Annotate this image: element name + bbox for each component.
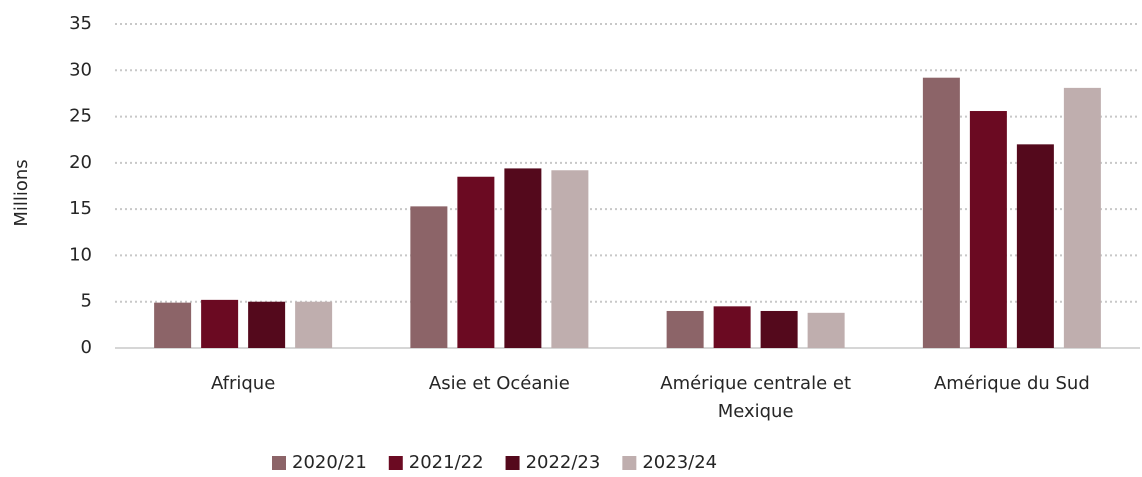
bar <box>201 299 239 348</box>
y-tick-label: 35 <box>69 13 92 34</box>
bar <box>295 301 333 348</box>
bar <box>457 176 495 348</box>
y-axis-label: Millions <box>11 159 32 226</box>
bar <box>666 310 704 348</box>
y-tick-label: 25 <box>69 106 92 127</box>
x-tick-label: Amérique du Sud <box>933 373 1090 394</box>
bar <box>410 206 448 348</box>
y-tick-label: 0 <box>81 337 92 358</box>
legend-swatch <box>622 456 637 470</box>
x-tick-label: Afrique <box>210 373 276 394</box>
bar <box>969 111 1007 348</box>
legend-label: 2020/21 <box>292 452 367 473</box>
bar <box>713 306 751 348</box>
y-tick-label: 5 <box>81 291 92 312</box>
bar <box>1016 144 1054 348</box>
y-tick-label: 15 <box>69 198 92 219</box>
legend-swatch <box>505 456 520 470</box>
bar <box>760 310 798 348</box>
y-tick-label: 30 <box>69 59 92 80</box>
bar <box>551 170 589 348</box>
legend-label: 2021/22 <box>409 452 484 473</box>
legend-swatch <box>272 456 286 470</box>
legend-label: 2022/23 <box>526 452 601 473</box>
bar <box>504 168 542 348</box>
bar <box>807 312 845 348</box>
bar <box>1063 87 1101 349</box>
x-tick-label: Asie et Océanie <box>428 373 570 394</box>
y-tick-label: 10 <box>69 244 92 265</box>
legend-label: 2023/24 <box>642 452 717 473</box>
x-tick-label: Amérique centrale et Mexique <box>660 373 851 422</box>
bar <box>154 302 192 348</box>
bar <box>922 77 960 348</box>
legend-swatch <box>388 456 403 470</box>
bar <box>248 301 286 348</box>
y-tick-label: 20 <box>69 152 92 173</box>
